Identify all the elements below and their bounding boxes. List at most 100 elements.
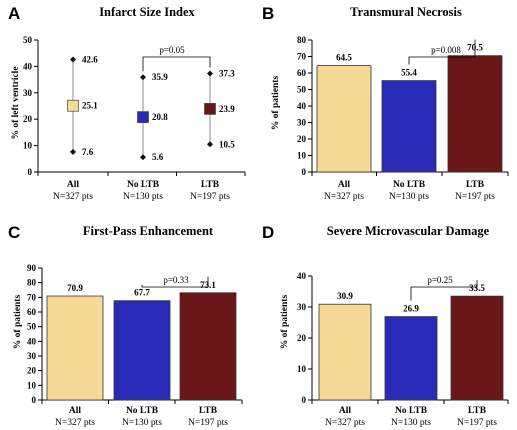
panel-c-p-value: p=0.33 — [163, 275, 189, 285]
panel-b-sample-size-all: N=327 pts — [324, 192, 364, 202]
panel-d-sample-size-no-ltb: N=130 pts — [391, 418, 431, 428]
panel-c-bar-ltb — [179, 292, 237, 401]
panel-a-sample-size-no-ltb: N=130 pts — [123, 192, 163, 202]
panel-b-sample-size-ltb: N=197 pts — [455, 192, 495, 202]
panel-c-y-tick-label: 40 — [27, 336, 37, 346]
panel-d-category-label-no-ltb: No LTB — [395, 406, 428, 416]
panel-d-y-tick-label: 20 — [297, 333, 307, 343]
panel-a-category-label-ltb: LTB — [201, 180, 220, 190]
panel-d-p-value: p=0.25 — [427, 275, 453, 285]
panel-a-y-tick-label: 20 — [23, 114, 33, 124]
panel-a-infarct-size-index: A Infarct Size Index % of left ventricle… — [8, 4, 246, 202]
panel-b-category-label-ltb: LTB — [466, 180, 485, 190]
panel-a-value-label-ltb: 23.9 — [219, 104, 235, 114]
panel-c-title: First-Pass Enhancement — [83, 224, 214, 238]
panel-c-category-label-ltb: LTB — [199, 406, 218, 416]
panel-b-data-label-no-ltb: 55.4 — [401, 68, 417, 78]
panel-b-y-tick-label: 10 — [297, 151, 307, 161]
panel-d-y-tick-label: 30 — [297, 302, 307, 312]
panel-b-significance-bracket — [408, 39, 476, 65]
panel-d-significance-bracket — [410, 280, 478, 301]
panel-a-low-marker-all — [70, 148, 76, 155]
panel-d-data-label-ltb: 33.5 — [469, 283, 485, 293]
panel-c-sample-size-no-ltb: N=130 pts — [122, 418, 162, 428]
panel-b-bar-all — [316, 65, 372, 173]
panel-d-data-label-no-ltb: 26.9 — [403, 304, 419, 314]
panel-c-y-tick-label: 90 — [27, 263, 37, 273]
panel-c-y-tick-label: 0 — [32, 395, 37, 405]
panel-c-category-label-no-ltb: No LTB — [126, 406, 159, 416]
panel-c-sample-size-ltb: N=197 pts — [188, 418, 228, 428]
panel-c-sample-size-all: N=327 pts — [55, 418, 95, 428]
panel-c-y-tick-label: 30 — [27, 351, 37, 361]
panel-d-sample-size-ltb: N=197 pts — [457, 418, 497, 428]
panel-c-y-tick-label: 50 — [27, 322, 37, 332]
panel-a-category-label-all: All — [67, 180, 80, 190]
panel-b-y-axis-label: % of patients — [271, 76, 281, 131]
panel-d-category-label-all: All — [339, 406, 352, 416]
panel-b-p-value: p=0.008 — [431, 45, 461, 55]
panel-c-y-tick-label: 10 — [27, 380, 37, 390]
panel-letter-d: D — [262, 223, 274, 242]
panel-d-sample-size-all: N=327 pts — [325, 418, 365, 428]
panel-b-y-tick-label: 60 — [297, 68, 307, 78]
panel-a-low-marker-no-ltb — [140, 154, 146, 161]
panel-letter-b: B — [262, 4, 274, 23]
panel-a-high-label-all: 42.6 — [82, 55, 98, 65]
panel-d-title: Severe Microvascular Damage — [327, 224, 490, 238]
panel-a-y-tick-label: 0 — [28, 167, 33, 177]
panel-c-data-label-all: 70.9 — [67, 283, 83, 293]
panel-d-category-label-ltb: LTB — [468, 406, 487, 416]
panel-d-data-label-all: 30.9 — [337, 291, 353, 301]
panel-c-y-tick-label: 80 — [27, 278, 37, 288]
panel-b-y-tick-label: 40 — [297, 101, 307, 111]
panel-c-first-pass-enhancement: C First-Pass Enhancement % of patients p… — [8, 223, 243, 428]
panel-a-value-label-all: 25.1 — [82, 101, 98, 111]
panel-b-bar-no-ltb — [381, 80, 437, 173]
panel-a-sample-size-ltb: N=197 pts — [190, 192, 230, 202]
panel-c-y-axis-label: % of patients — [13, 295, 23, 350]
panel-a-low-label-no-ltb: 5.6 — [152, 152, 164, 162]
panel-d-y-axis-label: % of patients — [280, 295, 290, 350]
panel-a-significance-bracket — [142, 56, 211, 72]
panel-b-y-tick-label: 50 — [297, 85, 307, 95]
panel-b-data-label-all: 64.5 — [336, 53, 352, 63]
panel-a-low-label-ltb: 10.5 — [219, 139, 235, 149]
panel-c-y-tick-label: 20 — [27, 366, 37, 376]
panel-b-y-tick-label: 80 — [297, 35, 307, 45]
panel-a-point-ltb — [204, 103, 216, 115]
panel-a-category-label-no-ltb: No LTB — [127, 180, 160, 190]
panel-a-y-tick-label: 30 — [23, 88, 33, 98]
panel-b-y-tick-label: 70 — [297, 52, 307, 62]
panel-d-bar-ltb — [450, 295, 504, 401]
panel-a-y-tick-label: 10 — [23, 141, 33, 151]
panel-c-y-tick-label: 70 — [27, 292, 37, 302]
panel-b-y-tick-label: 20 — [297, 134, 307, 144]
panel-b-title: Transmural Necrosis — [350, 5, 462, 19]
panel-a-point-no-ltb — [137, 111, 149, 123]
panel-c-bar-no-ltb — [113, 300, 171, 401]
panel-a-value-label-no-ltb: 20.8 — [152, 112, 168, 122]
panel-a-title: Infarct Size Index — [99, 5, 195, 19]
panel-c-data-label-no-ltb: 67.7 — [134, 288, 150, 298]
panel-b-sample-size-no-ltb: N=130 pts — [389, 192, 429, 202]
panel-d-y-tick-label: 0 — [302, 395, 307, 405]
panel-a-y-axis-label: % of left ventricle — [11, 66, 21, 139]
panel-c-y-tick-label: 60 — [27, 307, 37, 317]
panel-a-low-label-all: 7.6 — [82, 147, 94, 157]
panel-b-category-label-no-ltb: No LTB — [393, 180, 426, 190]
panel-d-bar-no-ltb — [384, 316, 438, 401]
panel-d-y-tick-label: 40 — [297, 271, 307, 281]
panel-a-point-all — [67, 99, 79, 112]
panel-c-significance-bracket — [141, 276, 209, 288]
panel-letter-a: A — [8, 4, 20, 23]
panel-a-p-value: p=0.05 — [159, 45, 185, 55]
panel-b-transmural-necrosis: B Transmural Necrosis % of patients p=0.… — [262, 4, 509, 202]
panel-b-bar-ltb — [447, 55, 503, 173]
panel-a-high-marker-no-ltb — [140, 74, 146, 81]
panel-c-category-label-all: All — [69, 406, 82, 416]
panel-d-bar-all — [318, 303, 372, 401]
panel-d-severe-microvascular-damage: D Severe Microvascular Damage % of patie… — [262, 223, 509, 428]
panel-letter-c: C — [8, 223, 20, 242]
panel-a-high-label-ltb: 37.3 — [219, 69, 235, 79]
